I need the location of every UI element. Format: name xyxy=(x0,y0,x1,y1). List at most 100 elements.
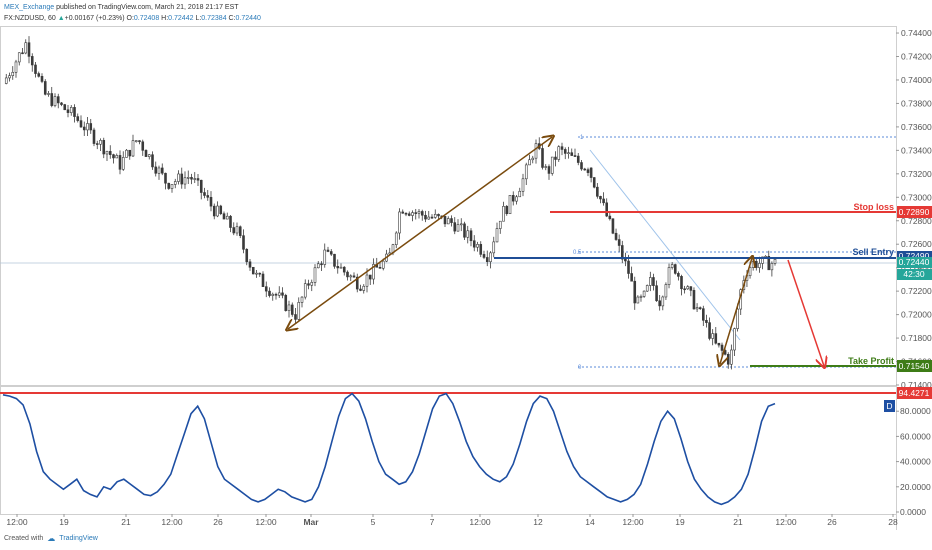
candle-body xyxy=(362,285,366,291)
open-label: O: xyxy=(126,15,134,22)
candle-body xyxy=(86,123,89,131)
tradingview-brand[interactable]: TradingView xyxy=(59,535,98,542)
candle-body xyxy=(212,205,216,217)
time-tick-label: 12:00 xyxy=(469,517,491,527)
candle-body xyxy=(655,285,658,302)
candle-body xyxy=(720,344,724,351)
candle-body xyxy=(502,206,505,222)
price-tick-label: 0.73200 xyxy=(901,169,932,179)
candle-body xyxy=(489,252,492,263)
price-tick-label: 0.71800 xyxy=(901,333,932,343)
candle-body xyxy=(773,259,777,264)
footer: Created with ☁ TradingView xyxy=(4,534,98,543)
candle-body xyxy=(183,177,187,185)
candle-body xyxy=(695,307,699,310)
candle-body xyxy=(34,64,37,74)
candle-body xyxy=(476,244,479,248)
candle-body xyxy=(56,96,60,104)
candle-body xyxy=(692,290,696,310)
candle-body xyxy=(11,72,15,76)
candle-body xyxy=(40,76,44,82)
main-pane-frame xyxy=(0,26,897,386)
price-tick-label: 0.73600 xyxy=(901,122,932,132)
candle-body xyxy=(437,213,440,217)
candle-body xyxy=(563,149,567,154)
candle-body xyxy=(592,177,596,188)
candle-body xyxy=(602,198,605,204)
candle-body xyxy=(642,290,646,297)
candle-body xyxy=(307,283,310,286)
candle-body xyxy=(378,267,382,269)
candle-body xyxy=(599,196,602,200)
oscillator-tick-label: 20.0000 xyxy=(900,482,931,492)
candle-body xyxy=(118,155,122,170)
price-tick-label: 0.72800 xyxy=(901,216,932,226)
oscillator-tick-label: 0.0000 xyxy=(900,507,926,517)
candle-body xyxy=(658,300,661,307)
candle-body xyxy=(346,271,349,278)
candle-body xyxy=(24,42,28,54)
candle-body xyxy=(459,223,463,226)
candle-body xyxy=(258,272,262,275)
oscillator-axis[interactable]: 80.0000 60.0000 40.0000 20.0000 0.0000 xyxy=(896,406,931,517)
time-tick-label: 12:00 xyxy=(6,517,28,527)
candle-body xyxy=(261,273,265,287)
candle-body xyxy=(352,275,356,278)
oscillator-tick-label: 80.0000 xyxy=(900,406,931,416)
publisher-username[interactable]: MEX_Exchange xyxy=(4,4,55,11)
time-tick-label: 19 xyxy=(675,517,685,527)
candle-body xyxy=(336,266,340,269)
oscillator-level-box xyxy=(897,387,932,399)
candle-body xyxy=(433,213,437,218)
candle-body xyxy=(147,154,151,157)
time-tick-label: 12:00 xyxy=(622,517,644,527)
candle-body xyxy=(407,213,411,216)
candlestick-series xyxy=(4,36,777,370)
candle-body xyxy=(131,140,135,157)
candle-body xyxy=(633,280,637,304)
candle-body xyxy=(206,195,210,198)
candle-body xyxy=(617,239,621,246)
projection-arrow[interactable] xyxy=(787,259,824,366)
candle-body xyxy=(329,251,333,255)
candle-body xyxy=(627,260,630,274)
bounce-arrow[interactable] xyxy=(720,258,752,364)
candle-body xyxy=(430,216,434,219)
price-tick-label: 0.72200 xyxy=(901,286,932,296)
candle-body xyxy=(232,227,236,234)
price-tick-label: 0.73000 xyxy=(901,192,932,202)
candle-body xyxy=(248,261,252,268)
last-price-box xyxy=(897,257,932,268)
candle-body xyxy=(66,109,70,113)
candle-body xyxy=(95,143,99,145)
indicator-badge[interactable] xyxy=(884,400,895,412)
candle-body xyxy=(359,288,362,291)
candle-body xyxy=(69,107,73,113)
candle-body xyxy=(297,302,301,320)
candle-body xyxy=(758,263,761,268)
candle-body xyxy=(570,152,574,156)
candle-body xyxy=(342,266,346,273)
candle-body xyxy=(726,354,730,365)
upswing-arrow[interactable] xyxy=(288,137,552,329)
price-tick-label: 0.71400 xyxy=(901,380,932,390)
time-tick-label: 19 xyxy=(59,517,69,527)
candle-body xyxy=(456,224,460,232)
time-tick-label: 5 xyxy=(371,517,376,527)
candle-body xyxy=(190,177,193,180)
candle-body xyxy=(50,93,54,106)
fib-trend-line xyxy=(589,149,741,341)
candle-body xyxy=(586,169,590,173)
candle-body xyxy=(238,226,242,236)
candle-body xyxy=(649,277,652,286)
chart-header: MEX_Exchange published on TradingView.co… xyxy=(4,2,261,24)
change-arrow-icon: ▲ xyxy=(57,15,65,22)
candle-body xyxy=(541,148,544,168)
candle-body xyxy=(160,167,164,174)
candle-body xyxy=(479,244,483,255)
candle-body xyxy=(730,349,733,365)
candle-body xyxy=(770,263,774,271)
time-axis[interactable]: 12:00 19 21 12:00 26 12:00 Mar 5 7 12:00 12 14 12:00… xyxy=(6,514,898,527)
take-profit-price-box xyxy=(897,360,932,372)
